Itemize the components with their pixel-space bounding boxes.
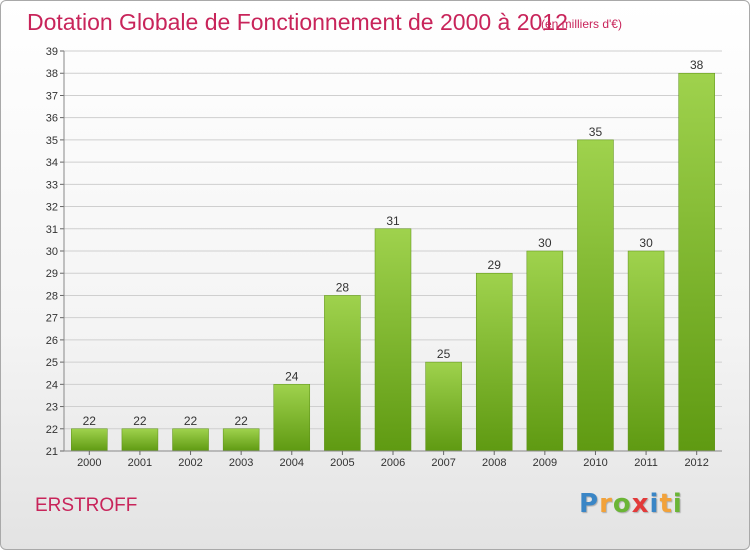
bars <box>71 72 715 452</box>
x-tick-label-2001: 2001 <box>128 457 152 469</box>
bar-2003 <box>222 428 260 452</box>
y-tick-label: 31 <box>46 224 58 236</box>
x-tick-label-2008: 2008 <box>482 457 506 469</box>
y-tick-label: 28 <box>46 290 58 302</box>
bar-2008 <box>475 272 513 452</box>
commune-name: ERSTROFF <box>35 495 138 516</box>
x-tick-label-2006: 2006 <box>381 457 405 469</box>
x-tick-label-2007: 2007 <box>431 457 455 469</box>
y-tick-label: 21 <box>46 446 58 458</box>
bar-2004 <box>273 384 311 452</box>
bar-2011 <box>627 250 665 452</box>
data-label-2010: 35 <box>589 125 603 139</box>
y-tick-label: 38 <box>46 68 58 80</box>
proxiti-logo: Proxiti <box>579 489 683 519</box>
y-tick-label: 39 <box>46 46 58 58</box>
data-label-2002: 22 <box>184 414 198 428</box>
chart-subtitle: (en milliers d'€) <box>541 17 622 31</box>
data-label-2011: 30 <box>639 236 653 250</box>
x-tick-label-2010: 2010 <box>583 457 607 469</box>
x-tick-label-2005: 2005 <box>330 457 354 469</box>
bar-2009 <box>526 250 564 452</box>
bar-2001 <box>121 428 159 452</box>
data-label-2003: 22 <box>234 414 248 428</box>
axes: 21 22 23 24 25 26 27 28 29 30 31 32 33 34 35 36 37 38 39 20… <box>46 46 722 469</box>
data-label-2006: 31 <box>386 214 400 228</box>
bar-2006 <box>374 228 412 452</box>
data-label-2007: 25 <box>437 347 451 361</box>
y-tick-label: 33 <box>46 179 58 191</box>
y-tick-label: 23 <box>46 402 58 414</box>
bar-2000 <box>71 428 108 452</box>
y-tick-label: 34 <box>46 157 58 169</box>
y-tick-label: 29 <box>46 268 58 280</box>
data-labels: 22 22 22 22 24 28 31 25 29 30 35 30 38 <box>83 58 704 428</box>
chart-title: Dotation Globale de Fonctionnement de 20… <box>27 9 568 35</box>
x-tick-label-2009: 2009 <box>533 457 557 469</box>
data-label-2005: 28 <box>336 280 350 294</box>
x-tick-label-2003: 2003 <box>229 457 253 469</box>
data-label-2008: 29 <box>488 258 502 272</box>
data-label-2000: 22 <box>83 414 97 428</box>
y-tick-label: 32 <box>46 202 58 214</box>
y-tick-label: 37 <box>46 90 58 102</box>
y-tick-label: 36 <box>46 113 58 125</box>
y-tick-label: 25 <box>46 357 58 369</box>
bar-2005 <box>324 295 361 452</box>
y-tick-label: 35 <box>46 135 58 147</box>
y-tick-label: 27 <box>46 313 58 325</box>
bar-2002 <box>172 428 209 452</box>
bar-2007 <box>425 361 462 452</box>
bar-2010 <box>577 139 614 452</box>
y-tick-label: 24 <box>46 379 58 391</box>
data-label-2012: 38 <box>690 58 704 72</box>
x-tick-label-2011: 2011 <box>634 457 658 469</box>
data-label-2004: 24 <box>285 369 299 383</box>
bar-2012 <box>678 72 715 452</box>
data-label-2001: 22 <box>133 414 147 428</box>
y-tick-label: 22 <box>46 424 58 436</box>
x-tick-label-2002: 2002 <box>178 457 202 469</box>
x-tick-label-2000: 2000 <box>77 457 101 469</box>
x-tick-label-2012: 2012 <box>684 457 708 469</box>
x-tick-label-2004: 2004 <box>280 457 304 469</box>
y-tick-label: 26 <box>46 335 58 347</box>
data-label-2009: 30 <box>538 236 552 250</box>
y-tick-label: 30 <box>46 246 58 258</box>
